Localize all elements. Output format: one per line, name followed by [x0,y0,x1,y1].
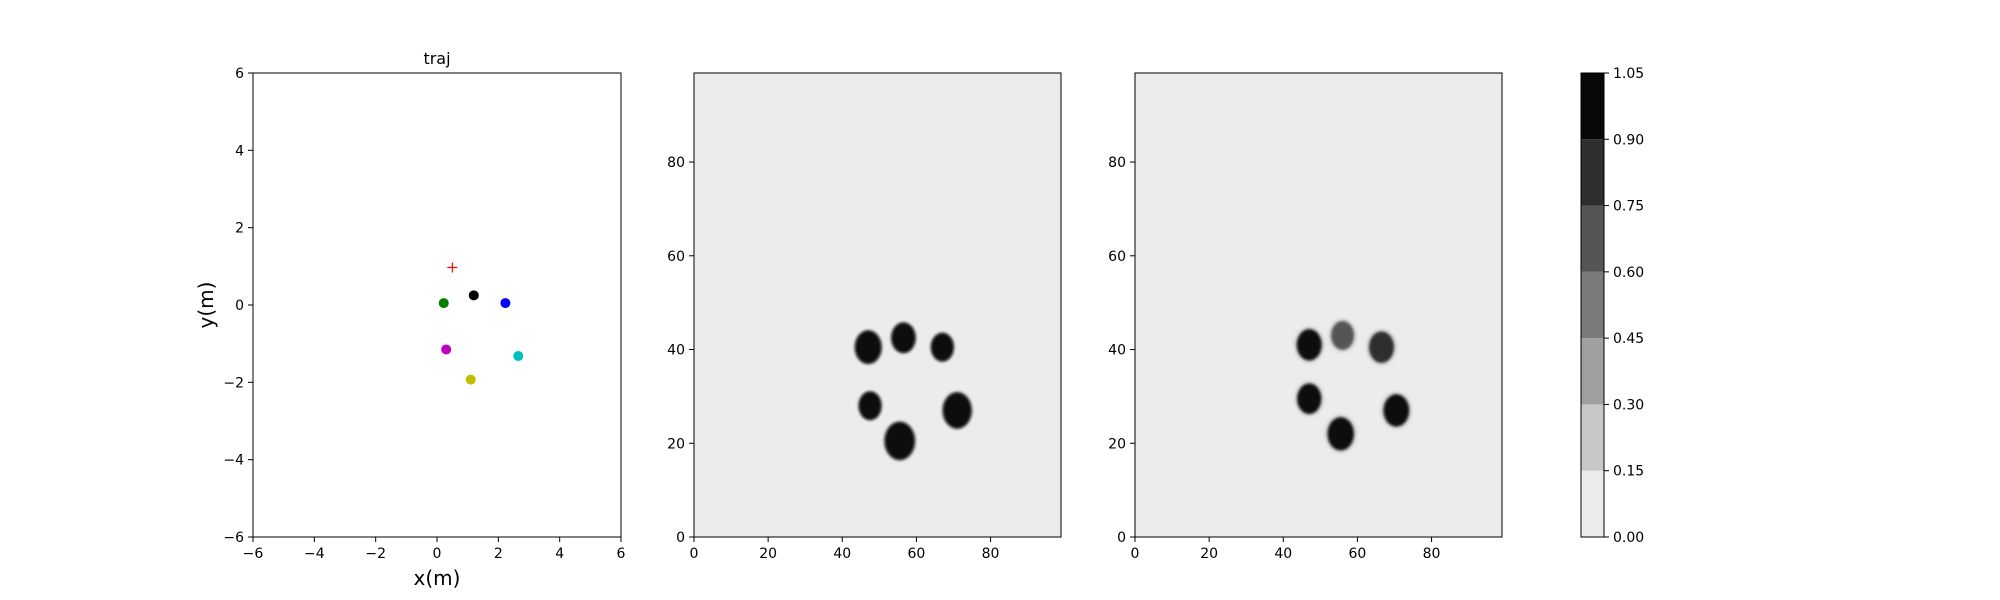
heatmap-1-x-tick-label: 20 [759,546,777,562]
heatmap-1-blobs [853,321,973,462]
colorbar-tick-label: 0.15 [1613,464,1644,480]
heatmap-blob [855,330,882,364]
trajectory-x-tick-label: 2 [494,546,503,562]
heatmap-blob [1369,331,1394,363]
heatmap-1-y-tick-label: 20 [667,436,685,452]
trajectory-points [438,290,524,385]
colorbar-bands [1581,73,1604,537]
heatmap-1-x-tick-label: 0 [690,546,699,562]
heatmap-blob [931,333,954,362]
colorbar-band [1581,271,1604,339]
heatmap-plot-1: 0 20 40 60 80 0 20 40 60 80 [667,72,1062,562]
heatmap-1-y-tick-label: 80 [667,155,685,171]
heatmap-2-x-tick-label: 60 [1349,546,1367,562]
colorbar-band [1581,338,1604,405]
heatmap-2-x-tick-label: 20 [1200,546,1218,562]
heatmap-blob [1331,321,1354,350]
heatmap-1-x-ticks: 0 20 40 60 80 [690,537,1000,562]
heatmap-blob [884,422,915,460]
trajectory-y-ticks: −6 −4 −2 0 2 4 6 [223,66,253,546]
trajectory-plot: traj −6 −4 −2 0 2 4 6 −6 −4 −2 0 2 4 6 x(m) y(m) [194,49,626,590]
heatmap-blob [858,391,882,420]
heatmap-2-blobs [1295,320,1411,452]
robot-position-point [513,351,524,362]
heatmap-2-x-ticks: 0 20 40 60 80 [1131,537,1441,562]
heatmap-blob [1296,329,1322,361]
heatmap-1-y-tick-label: 60 [667,249,685,265]
heatmap-2-y-tick-label: 20 [1108,436,1126,452]
trajectory-y-axis-label: y(m) [194,282,218,329]
heatmap-2-y-tick-label: 40 [1108,343,1126,359]
trajectory-title: traj [423,49,450,68]
heatmap-1-x-tick-label: 40 [833,546,851,562]
trajectory-x-tick-label: 0 [433,546,442,562]
trajectory-y-tick-label: −6 [223,530,244,546]
trajectory-y-tick-label: −2 [223,375,244,391]
trajectory-x-ticks: −6 −4 −2 0 2 4 6 [243,537,626,562]
colorbar-tick-label: 0.60 [1613,265,1644,281]
colorbar-band [1581,205,1604,272]
target-marker [447,262,458,273]
heatmap-2-x-tick-label: 40 [1274,546,1292,562]
colorbar-tick-label: 0.30 [1613,397,1644,413]
trajectory-x-axis-label: x(m) [414,566,461,590]
heatmap-plot-2: 0 20 40 60 80 0 20 40 60 80 [1108,72,1503,562]
colorbar-band [1581,470,1604,537]
heatmap-1-y-ticks: 0 20 40 60 80 [667,155,694,546]
colorbar-band [1581,73,1604,140]
heatmap-2-y-tick-label: 60 [1108,249,1126,265]
colorbar-ticks: 0.00 0.15 0.30 0.45 0.60 0.75 0.90 1.05 [1604,66,1644,546]
trajectory-x-tick-label: −2 [365,546,386,562]
colorbar-tick-label: 0.00 [1613,530,1644,546]
heatmap-blob [943,392,972,429]
colorbar-band [1581,139,1604,206]
trajectory-y-tick-label: 4 [235,143,244,159]
colorbar-frame [1580,72,1605,538]
heatmap-1-x-tick-label: 60 [908,546,926,562]
robot-position-point [468,290,479,301]
heatmap-blob [1327,417,1354,451]
colorbar-tick-label: 0.90 [1613,132,1644,148]
trajectory-y-tick-label: −4 [223,453,244,469]
heatmap-1-y-tick-label: 40 [667,343,685,359]
heatmap-2-x-tick-label: 0 [1131,546,1140,562]
colorbar-tick-label: 1.05 [1613,66,1644,82]
trajectory-x-tick-label: 6 [617,546,626,562]
colorbar: 0.00 0.15 0.30 0.45 0.60 0.75 0.90 1.05 [1580,66,1644,546]
trajectory-x-tick-label: −6 [243,546,264,562]
heatmap-2-axes-frame [1134,72,1503,538]
robot-position-point [500,298,511,309]
heatmap-1-axes-frame [693,72,1062,538]
heatmap-2-y-tick-label: 80 [1108,155,1126,171]
robot-position-point [441,344,452,355]
trajectory-y-tick-label: 0 [235,298,244,314]
colorbar-band [1581,404,1604,471]
heatmap-1-x-tick-label: 80 [982,546,1000,562]
colorbar-tick-label: 0.75 [1613,199,1644,215]
trajectory-x-tick-label: −4 [304,546,325,562]
heatmap-2-x-tick-label: 80 [1423,546,1441,562]
trajectory-axes-frame [252,72,622,538]
robot-position-point [465,374,476,385]
colorbar-tick-label: 0.45 [1613,331,1644,347]
heatmap-2-y-ticks: 0 20 40 60 80 [1108,155,1135,546]
trajectory-y-tick-label: 2 [235,221,244,237]
heatmap-blob [1297,383,1322,414]
trajectory-y-tick-label: 6 [235,66,244,82]
robot-position-point [438,298,449,309]
heatmap-1-y-tick-label: 0 [676,530,685,546]
heatmap-2-y-tick-label: 0 [1117,530,1126,546]
trajectory-x-tick-label: 4 [555,546,564,562]
heatmap-blob [1383,394,1409,427]
heatmap-blob [891,322,916,353]
